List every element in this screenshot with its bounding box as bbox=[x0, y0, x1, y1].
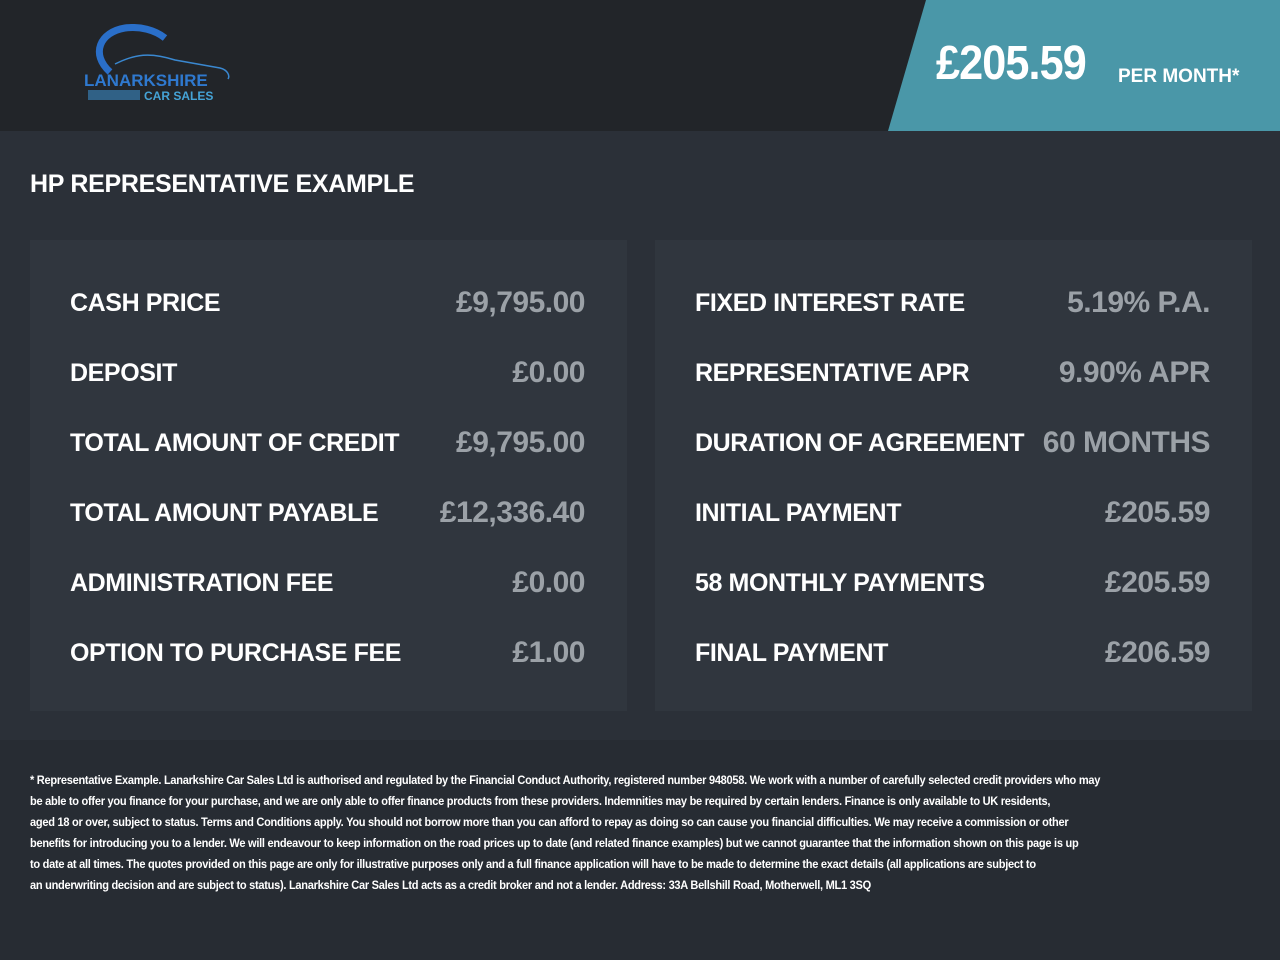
disclaimer-line: * Representative Example. Lanarkshire Ca… bbox=[30, 773, 1101, 787]
monthly-price: £205.59 bbox=[936, 37, 1087, 90]
row-value: £205.59 bbox=[1105, 566, 1210, 599]
row-value: £206.59 bbox=[1105, 636, 1210, 669]
finance-row: ADMINISTRATION FEE £0.00 bbox=[70, 548, 585, 618]
row-value: £12,336.40 bbox=[439, 496, 586, 529]
logo-text-line2: CAR SALES bbox=[144, 89, 213, 103]
finance-panel-left: CASH PRICE £9,795.00 DEPOSIT £0.00 TOTAL A… bbox=[30, 240, 627, 711]
row-value: £9,795.00 bbox=[456, 426, 585, 459]
finance-row: OPTION TO PURCHASE FEE £1.00 bbox=[70, 618, 585, 688]
disclaimer: * Representative Example. Lanarkshire Ca… bbox=[0, 740, 1280, 960]
row-label: TOTAL AMOUNT PAYABLE bbox=[70, 498, 379, 527]
row-value: £0.00 bbox=[512, 356, 585, 389]
finance-row: DURATION OF AGREEMENT 60 MONTHS bbox=[695, 408, 1211, 478]
row-value: £0.00 bbox=[512, 566, 585, 599]
row-label: FIXED INTEREST RATE bbox=[695, 288, 965, 317]
logo[interactable]: LANARKSHIRE CAR SALES bbox=[80, 24, 240, 104]
finance-row: 58 MONTHLY PAYMENTS £205.59 bbox=[695, 548, 1210, 618]
disclaimer-line: an underwriting decision and are subject… bbox=[30, 878, 871, 892]
row-value: £1.00 bbox=[512, 636, 585, 669]
header-bar: LANARKSHIRE CAR SALES £205.59 PER MONTH* bbox=[0, 0, 1280, 131]
disclaimer-line: to date at all times. The quotes provide… bbox=[30, 857, 1036, 871]
disclaimer-line: aged 18 or over, subject to status. Term… bbox=[30, 815, 1069, 829]
finance-row: FINAL PAYMENT £206.59 bbox=[695, 618, 1210, 688]
disclaimer-line: be able to offer you finance for your pu… bbox=[30, 794, 1051, 808]
finance-row: DEPOSIT £0.00 bbox=[70, 338, 585, 408]
row-label: CASH PRICE bbox=[70, 288, 221, 317]
row-label: DURATION OF AGREEMENT bbox=[695, 428, 1025, 457]
finance-row: INITIAL PAYMENT £205.59 bbox=[695, 478, 1210, 548]
finance-row: CASH PRICE £9,795.00 bbox=[70, 268, 585, 338]
disclaimer-line: benefits for introducing you to a lender… bbox=[30, 836, 1079, 850]
page-title: HP REPRESENTATIVE EXAMPLE bbox=[30, 170, 415, 198]
logo-text-line1: LANARKSHIRE bbox=[84, 71, 208, 90]
finance-row: TOTAL AMOUNT PAYABLE £12,336.40 bbox=[70, 478, 586, 548]
row-value: 9.90% APR bbox=[1058, 356, 1211, 389]
row-label: OPTION TO PURCHASE FEE bbox=[70, 638, 402, 667]
row-label: DEPOSIT bbox=[70, 358, 177, 387]
row-label: FINAL PAYMENT bbox=[695, 638, 888, 667]
row-label: 58 MONTHLY PAYMENTS bbox=[695, 568, 985, 597]
finance-row: TOTAL AMOUNT OF CREDIT £9,795.00 bbox=[70, 408, 585, 478]
row-value: 5.19% P.A. bbox=[1067, 286, 1210, 319]
finance-row: REPRESENTATIVE APR 9.90% APR bbox=[695, 338, 1211, 408]
monthly-price-banner: £205.59 PER MONTH* bbox=[888, 0, 1280, 131]
row-value: £205.59 bbox=[1105, 496, 1210, 529]
row-value: 60 MONTHS bbox=[1042, 426, 1211, 459]
row-label: INITIAL PAYMENT bbox=[695, 498, 902, 527]
per-month-label: PER MONTH* bbox=[1118, 66, 1240, 87]
finance-row: FIXED INTEREST RATE 5.19% P.A. bbox=[695, 268, 1210, 338]
row-label: TOTAL AMOUNT OF CREDIT bbox=[70, 428, 400, 457]
row-label: ADMINISTRATION FEE bbox=[70, 568, 334, 597]
row-value: £9,795.00 bbox=[456, 286, 585, 319]
row-label: REPRESENTATIVE APR bbox=[695, 358, 970, 387]
finance-panel-right: FIXED INTEREST RATE 5.19% P.A. REPRESENTA… bbox=[655, 240, 1252, 711]
